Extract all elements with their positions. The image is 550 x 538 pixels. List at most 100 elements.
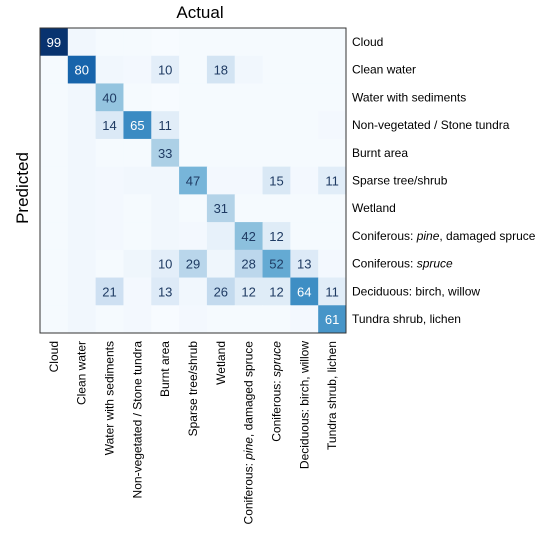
cell-value-r9-c6: 26: [214, 284, 228, 299]
heatmap-cell-r1-c2: [95, 55, 124, 84]
heatmap-cell-r8-c5: [179, 249, 208, 279]
heatmap-cell-r3-c3: [123, 111, 152, 140]
row-tick-labels: Cloud Clean water Water with sediments Non-…: [352, 35, 536, 326]
heatmap-cell-r4-c8: [262, 138, 291, 168]
heatmap-cell-r1-c4: [151, 55, 180, 84]
heatmap-cell-r3-c4: [151, 111, 180, 140]
column-label-tundra-shrub-lichen: Tundra shrub, lichen: [325, 341, 339, 450]
cell-value-labels: 99 80 10 18 40 14 65 11 33 47 15 11 31 42 12 10 29 28 52 13…: [47, 35, 340, 327]
row-label-non-vegetated-stone-tundra: Non-vegetated / Stone tundra: [352, 118, 510, 132]
heatmap-cell-r7-c6: [206, 222, 236, 251]
heatmap-cell-r0-c2: [95, 28, 124, 57]
heatmap-cell-r10-c5: [179, 305, 208, 334]
heatmap-cell-r0-c7: [234, 28, 264, 57]
column-label-coniferous-pine-damaged-spruce: Coniferous: pine, damaged spruce: [242, 341, 256, 525]
heatmap-cell-r2-c10: [318, 83, 347, 112]
column-label-coniferous-spruce: Coniferous: spruce: [269, 341, 283, 442]
heatmap-cell-r5-c10: [318, 166, 347, 195]
cell-value-r7-c7: 42: [241, 229, 255, 244]
heatmap-cell-r0-c8: [262, 28, 291, 57]
heatmap-cell-r2-c8: [262, 83, 291, 112]
heatmap-cell-r9-c4: [151, 277, 180, 306]
row-label-water-with-sediments: Water with sediments: [352, 90, 466, 104]
row-label-burnt-area: Burnt area: [352, 146, 408, 160]
heatmap-cell-r6-c5: [179, 194, 208, 223]
cell-value-r8-c8: 52: [269, 257, 283, 272]
heatmap-cell-r9-c0: [40, 277, 69, 306]
cell-value-r10-c10: 61: [325, 312, 339, 327]
heatmap-cell-r3-c0: [40, 111, 69, 140]
row-label-tundra-shrub-lichen: Tundra shrub, lichen: [352, 312, 461, 326]
heatmap-cell-r8-c8: [262, 249, 291, 279]
heatmap-cell-r0-c6: [206, 28, 236, 57]
cell-value-r3-c4: 11: [158, 118, 172, 133]
row-label-coniferous-spruce: Coniferous: spruce: [352, 257, 453, 271]
heatmap-cell-r5-c9: [290, 166, 319, 195]
heatmap-cell-r5-c5: [179, 166, 208, 195]
column-label-burnt-area: Burnt area: [158, 341, 172, 397]
heatmap-cell-r2-c1: [67, 83, 97, 112]
cell-value-r4-c4: 33: [158, 146, 172, 161]
heatmap-cell-r0-c5: [179, 28, 208, 57]
cell-value-r9-c2: 21: [102, 284, 116, 299]
heatmap-cell-r8-c9: [290, 249, 319, 279]
column-label-clean-water: Clean water: [75, 341, 89, 405]
cell-value-r3-c3: 65: [130, 118, 144, 133]
heatmap-cell-r10-c1: [67, 305, 97, 334]
cell-value-r2-c2: 40: [102, 90, 116, 105]
heatmap-cell-r8-c7: [234, 249, 264, 279]
heatmap-cell-r3-c1: [67, 111, 97, 140]
cell-value-r8-c7: 28: [241, 257, 255, 272]
heatmap-cell-r1-c7: [234, 55, 264, 84]
y-axis-label: Predicted: [13, 152, 32, 224]
heatmap-cell-r9-c6: [206, 277, 236, 306]
cell-value-r1-c1: 80: [74, 63, 88, 78]
heatmap-cell-r7-c5: [179, 222, 208, 251]
heatmap-cell-r1-c3: [123, 55, 152, 84]
heatmap-cell-r7-c1: [67, 222, 97, 251]
column-label-sparse-tree-shrub: Sparse tree/shrub: [186, 341, 200, 437]
heatmap-cell-r2-c0: [40, 83, 69, 112]
heatmap-cell-r2-c3: [123, 83, 152, 112]
heatmap-cell-r2-c2: [95, 83, 124, 112]
heatmap-cell-r3-c2: [95, 111, 124, 140]
heatmap-cell-r4-c3: [123, 138, 152, 168]
heatmap-cell-r7-c2: [95, 222, 124, 251]
heatmap-cell-r4-c9: [290, 138, 319, 168]
plot-frame: [39, 27, 347, 334]
heatmap-cell-r9-c1: [67, 277, 97, 306]
column-label-cloud: Cloud: [47, 341, 61, 372]
cell-value-r1-c4: 10: [158, 63, 172, 78]
cell-value-r3-c2: 14: [102, 118, 116, 133]
heatmap-cell-r7-c9: [290, 222, 319, 251]
heatmap-cell-r4-c4: [151, 138, 180, 168]
heatmap-cell-r5-c0: [40, 166, 69, 195]
heatmap-cell-r3-c5: [179, 111, 208, 140]
heatmap-cell-r3-c10: [318, 111, 347, 140]
heatmap-cell-r10-c9: [290, 305, 319, 334]
row-label-cloud: Cloud: [352, 35, 383, 49]
cell-value-r0-c0: 99: [47, 35, 61, 50]
heatmap-cell-r2-c5: [179, 83, 208, 112]
heatmap-cell-r1-c10: [318, 55, 347, 84]
heatmap-cell-r8-c2: [95, 249, 124, 279]
heatmap-cell-r8-c1: [67, 249, 97, 279]
heatmap-cell-r9-c9: [290, 277, 319, 306]
heatmap-cell-r8-c6: [206, 249, 236, 279]
cell-value-r5-c10: 11: [325, 174, 339, 189]
heatmap-cell-r1-c6: [206, 55, 236, 84]
cell-value-r8-c9: 13: [297, 257, 311, 272]
heatmap-cell-r7-c10: [318, 222, 347, 251]
column-label-non-vegetated-stone-tundra: Non-vegetated / Stone tundra: [130, 341, 144, 499]
heatmap-cell-r6-c7: [234, 194, 264, 223]
heatmap-cell-r8-c3: [123, 249, 152, 279]
heatmap-cell-r2-c4: [151, 83, 180, 112]
heatmap-cell-r6-c9: [290, 194, 319, 223]
heatmap-cell-r1-c9: [290, 55, 319, 84]
row-label-coniferous-pine-damaged-spruce: Coniferous: pine, damaged spruce: [352, 229, 536, 243]
heatmap-cell-r10-c6: [206, 305, 236, 334]
heatmap-cell-r1-c1: [67, 55, 97, 84]
heatmap-cell-r1-c8: [262, 55, 291, 84]
heatmap-cell-r9-c8: [262, 277, 291, 306]
